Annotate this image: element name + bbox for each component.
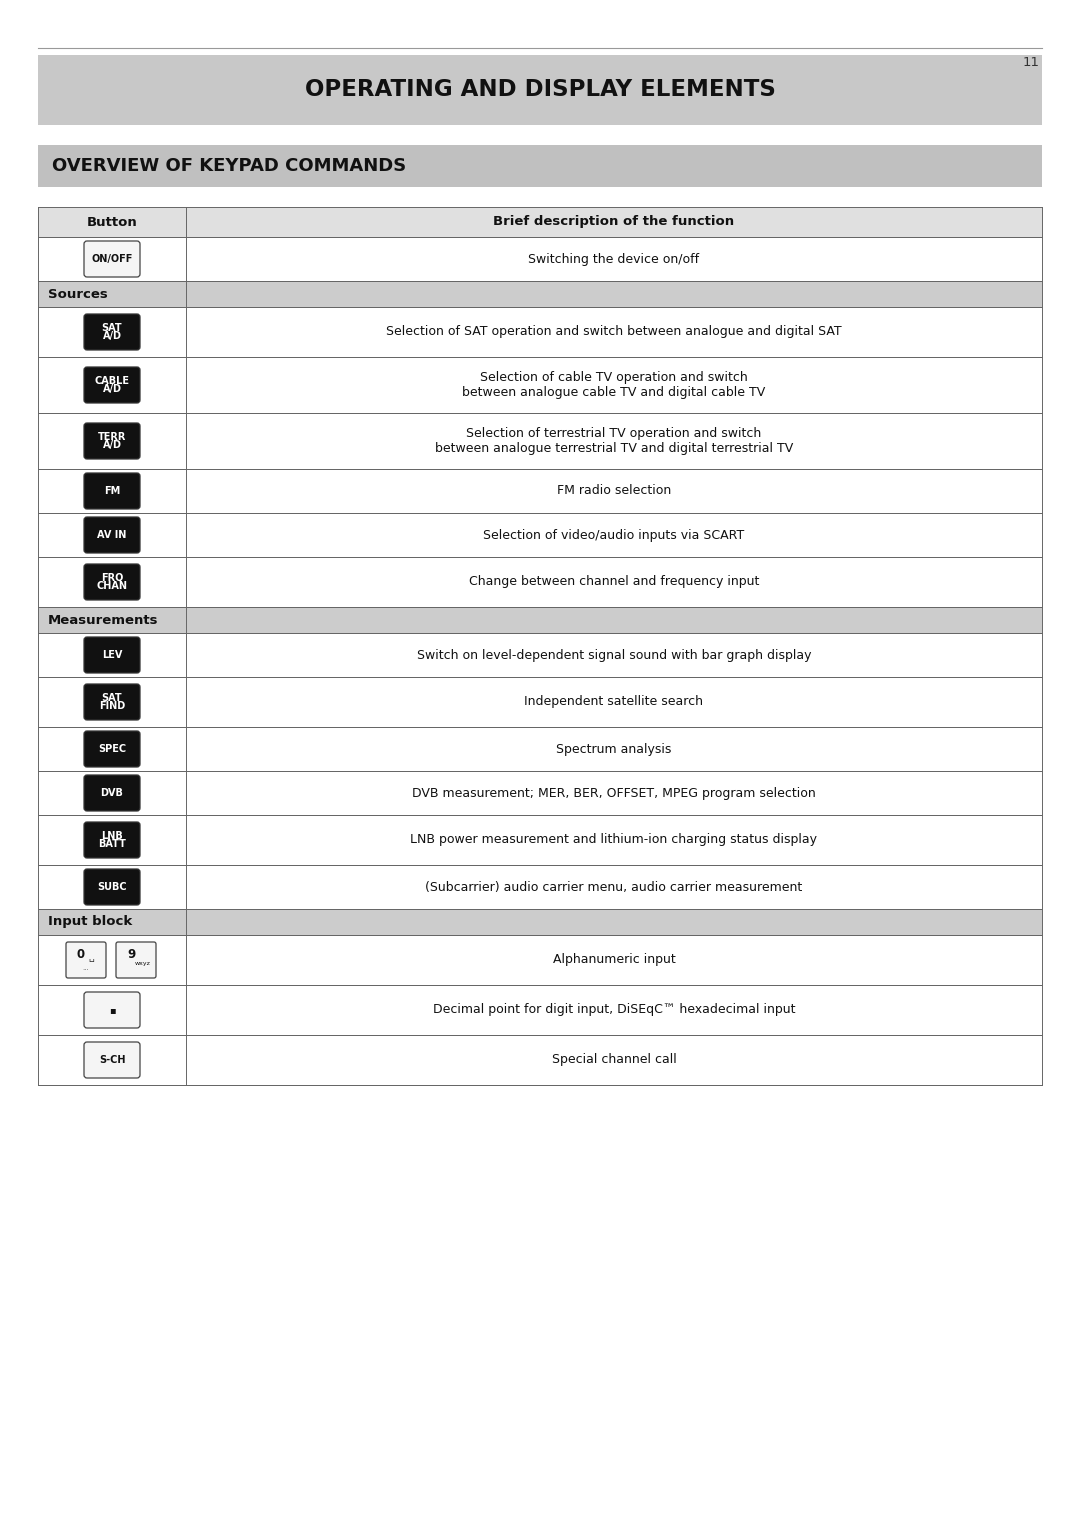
Bar xyxy=(38,513,1042,558)
FancyBboxPatch shape xyxy=(84,869,140,905)
Bar xyxy=(38,358,1042,413)
Bar xyxy=(38,909,1042,935)
Text: ␣: ␣ xyxy=(89,953,94,963)
Text: CHAN: CHAN xyxy=(96,581,127,591)
Bar xyxy=(38,206,1042,237)
Text: CABLE: CABLE xyxy=(95,376,130,387)
FancyBboxPatch shape xyxy=(84,313,140,350)
Bar xyxy=(38,607,1042,633)
Text: Alphanumeric input: Alphanumeric input xyxy=(553,953,675,967)
Text: AV IN: AV IN xyxy=(97,530,126,539)
Text: BATT: BATT xyxy=(98,839,126,850)
Bar xyxy=(38,772,1042,814)
Text: FM radio selection: FM radio selection xyxy=(557,484,671,498)
FancyBboxPatch shape xyxy=(116,941,156,978)
FancyBboxPatch shape xyxy=(84,474,140,509)
Text: LNB power measurement and lithium-ion charging status display: LNB power measurement and lithium-ion ch… xyxy=(410,833,818,847)
Text: A/D: A/D xyxy=(103,332,121,341)
Text: Input block: Input block xyxy=(48,915,132,929)
Text: Button: Button xyxy=(86,215,137,229)
FancyBboxPatch shape xyxy=(84,516,140,553)
FancyBboxPatch shape xyxy=(84,367,140,403)
Text: 11: 11 xyxy=(1023,57,1040,69)
Text: SAT: SAT xyxy=(102,322,122,333)
Bar xyxy=(38,281,1042,307)
Text: LNB: LNB xyxy=(102,831,123,840)
Text: OPERATING AND DISPLAY ELEMENTS: OPERATING AND DISPLAY ELEMENTS xyxy=(305,78,775,101)
Bar xyxy=(38,865,1042,909)
FancyBboxPatch shape xyxy=(84,423,140,458)
Text: Sources: Sources xyxy=(48,287,108,301)
Bar xyxy=(38,935,1042,986)
Text: ON/OFF: ON/OFF xyxy=(92,254,133,264)
Bar xyxy=(38,237,1042,281)
FancyBboxPatch shape xyxy=(84,822,140,859)
Text: Switch on level-dependent signal sound with bar graph display: Switch on level-dependent signal sound w… xyxy=(417,648,811,662)
Text: FIND: FIND xyxy=(99,701,125,711)
FancyBboxPatch shape xyxy=(84,1042,140,1077)
FancyBboxPatch shape xyxy=(84,730,140,767)
Bar xyxy=(38,1034,1042,1085)
Text: ▪: ▪ xyxy=(109,1005,116,1015)
Text: A/D: A/D xyxy=(103,384,121,394)
Text: ...: ... xyxy=(83,966,90,970)
Text: TERR: TERR xyxy=(98,432,126,442)
Bar xyxy=(38,814,1042,865)
Text: Independent satellite search: Independent satellite search xyxy=(525,695,703,709)
FancyBboxPatch shape xyxy=(84,564,140,601)
Bar xyxy=(38,677,1042,727)
Text: SAT: SAT xyxy=(102,694,122,703)
Text: Selection of video/audio inputs via SCART: Selection of video/audio inputs via SCAR… xyxy=(484,529,744,541)
Text: Selection of SAT operation and switch between analogue and digital SAT: Selection of SAT operation and switch be… xyxy=(387,325,841,339)
Text: Special channel call: Special channel call xyxy=(552,1053,676,1067)
Text: Decimal point for digit input, DiSEqC™ hexadecimal input: Decimal point for digit input, DiSEqC™ h… xyxy=(433,1004,795,1016)
FancyBboxPatch shape xyxy=(84,992,140,1028)
Text: Selection of terrestrial TV operation and switch: Selection of terrestrial TV operation an… xyxy=(467,426,761,440)
Bar xyxy=(38,469,1042,513)
FancyBboxPatch shape xyxy=(84,637,140,672)
Text: SUBC: SUBC xyxy=(97,882,126,892)
FancyBboxPatch shape xyxy=(84,685,140,720)
Text: LEV: LEV xyxy=(102,649,122,660)
Text: 0: 0 xyxy=(77,949,85,961)
Bar xyxy=(38,633,1042,677)
Bar xyxy=(38,307,1042,358)
Text: Measurements: Measurements xyxy=(48,614,159,626)
Bar xyxy=(38,558,1042,607)
Text: wxyz: wxyz xyxy=(135,961,151,966)
Bar xyxy=(38,145,1042,186)
FancyBboxPatch shape xyxy=(84,775,140,811)
Text: FRQ: FRQ xyxy=(100,573,123,584)
Text: A/D: A/D xyxy=(103,440,121,451)
Text: DVB measurement; MER, BER, OFFSET, MPEG program selection: DVB measurement; MER, BER, OFFSET, MPEG … xyxy=(413,787,815,799)
Text: FM: FM xyxy=(104,486,120,497)
Text: Change between channel and frequency input: Change between channel and frequency inp… xyxy=(469,576,759,588)
Text: SPEC: SPEC xyxy=(98,744,126,753)
Text: between analogue terrestrial TV and digital terrestrial TV: between analogue terrestrial TV and digi… xyxy=(435,442,793,455)
Text: OVERVIEW OF KEYPAD COMMANDS: OVERVIEW OF KEYPAD COMMANDS xyxy=(52,157,406,176)
Bar xyxy=(38,55,1042,125)
Text: between analogue cable TV and digital cable TV: between analogue cable TV and digital ca… xyxy=(462,387,766,399)
Text: 9: 9 xyxy=(126,949,135,961)
Text: (Subcarrier) audio carrier menu, audio carrier measurement: (Subcarrier) audio carrier menu, audio c… xyxy=(426,880,802,894)
Bar xyxy=(38,413,1042,469)
Text: Selection of cable TV operation and switch: Selection of cable TV operation and swit… xyxy=(481,371,747,384)
FancyBboxPatch shape xyxy=(66,941,106,978)
FancyBboxPatch shape xyxy=(84,241,140,277)
Text: Brief description of the function: Brief description of the function xyxy=(494,215,734,229)
Text: Switching the device on/off: Switching the device on/off xyxy=(528,252,700,266)
Bar xyxy=(38,727,1042,772)
Text: DVB: DVB xyxy=(100,788,123,798)
Bar xyxy=(38,986,1042,1034)
Text: S-CH: S-CH xyxy=(98,1054,125,1065)
Text: Spectrum analysis: Spectrum analysis xyxy=(556,743,672,755)
